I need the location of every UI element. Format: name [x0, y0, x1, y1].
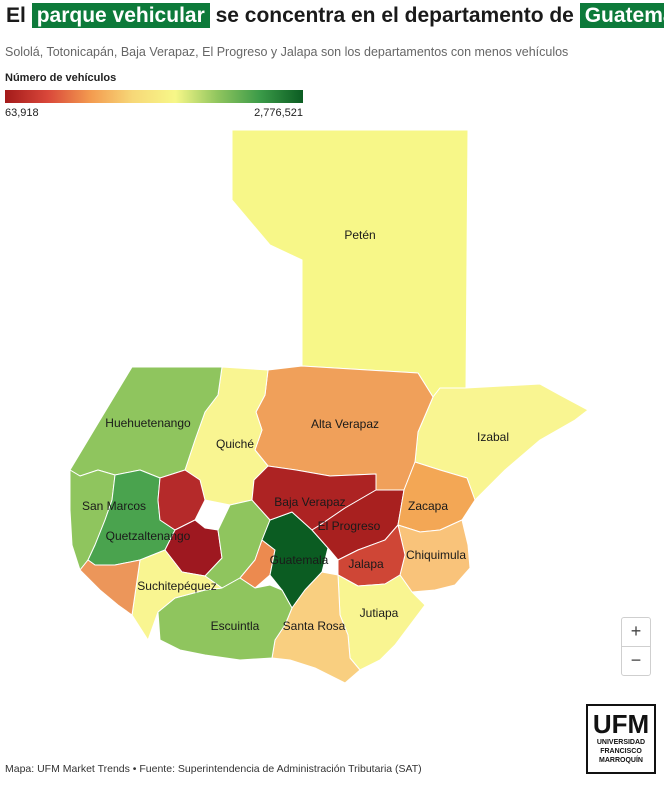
label-huehuetenango: Huehuetenango — [105, 416, 191, 430]
guatemala-map[interactable]: Petén Izabal Alta Verapaz Quiché Huehuet… — [0, 120, 664, 700]
dept-suchitepequez[interactable] — [131, 549, 223, 641]
legend-min-label: 63,918 — [5, 107, 39, 119]
dept-retalhuleu[interactable] — [79, 559, 141, 616]
logo-main-text: UFM — [592, 709, 650, 739]
dept-peten[interactable] — [231, 129, 469, 398]
label-escuintla: Escuintla — [211, 619, 260, 633]
page-title: El parque vehicular se concentra en el d… — [6, 3, 664, 28]
legend-max-label: 2,776,521 — [254, 107, 303, 119]
label-guatemala: Guatemala — [270, 553, 329, 567]
logo-line-1: UNIVERSIDAD — [596, 739, 646, 746]
label-suchitepequez: Suchitepéquez — [137, 579, 216, 593]
zoom-out-button[interactable]: − — [621, 646, 651, 676]
label-quetzaltenango: Quetzaltenango — [106, 529, 191, 543]
subtitle: Sololá, Totonicapán, Baja Verapaz, El Pr… — [5, 45, 569, 59]
label-santa-rosa: Santa Rosa — [283, 619, 346, 633]
dept-totonicapan[interactable] — [157, 469, 206, 531]
label-jutiapa: Jutiapa — [360, 606, 399, 620]
legend-color-scale — [5, 90, 303, 103]
logo-line-2: FRANCISCO — [600, 748, 642, 755]
title-part-1: El — [6, 4, 32, 27]
title-part-2: se concentra en el departamento de — [209, 4, 580, 27]
ufm-logo: UFM UNIVERSIDAD FRANCISCO MARROQUÍN — [586, 704, 656, 774]
legend-title: Número de vehículos — [5, 72, 117, 84]
footer-source: Mapa: UFM Market Trends • Fuente: Superi… — [5, 763, 422, 775]
label-baja-verapaz: Baja Verapaz — [274, 495, 345, 509]
label-zacapa: Zacapa — [408, 499, 448, 513]
title-highlight-parque: parque vehicular — [31, 3, 210, 28]
label-san-marcos: San Marcos — [82, 499, 146, 513]
title-highlight-guatemala: Guatemala — [579, 3, 664, 28]
label-chiquimula: Chiquimula — [406, 548, 466, 562]
label-izabal: Izabal — [477, 430, 509, 444]
zoom-in-button[interactable]: + — [621, 617, 651, 647]
logo-line-3: MARROQUÍN — [599, 757, 643, 764]
label-peten: Petén — [344, 228, 375, 242]
label-el-progreso: El Progreso — [318, 519, 381, 533]
label-alta-verapaz: Alta Verapaz — [311, 417, 379, 431]
label-quiche: Quiché — [216, 437, 254, 451]
label-jalapa: Jalapa — [348, 557, 384, 571]
